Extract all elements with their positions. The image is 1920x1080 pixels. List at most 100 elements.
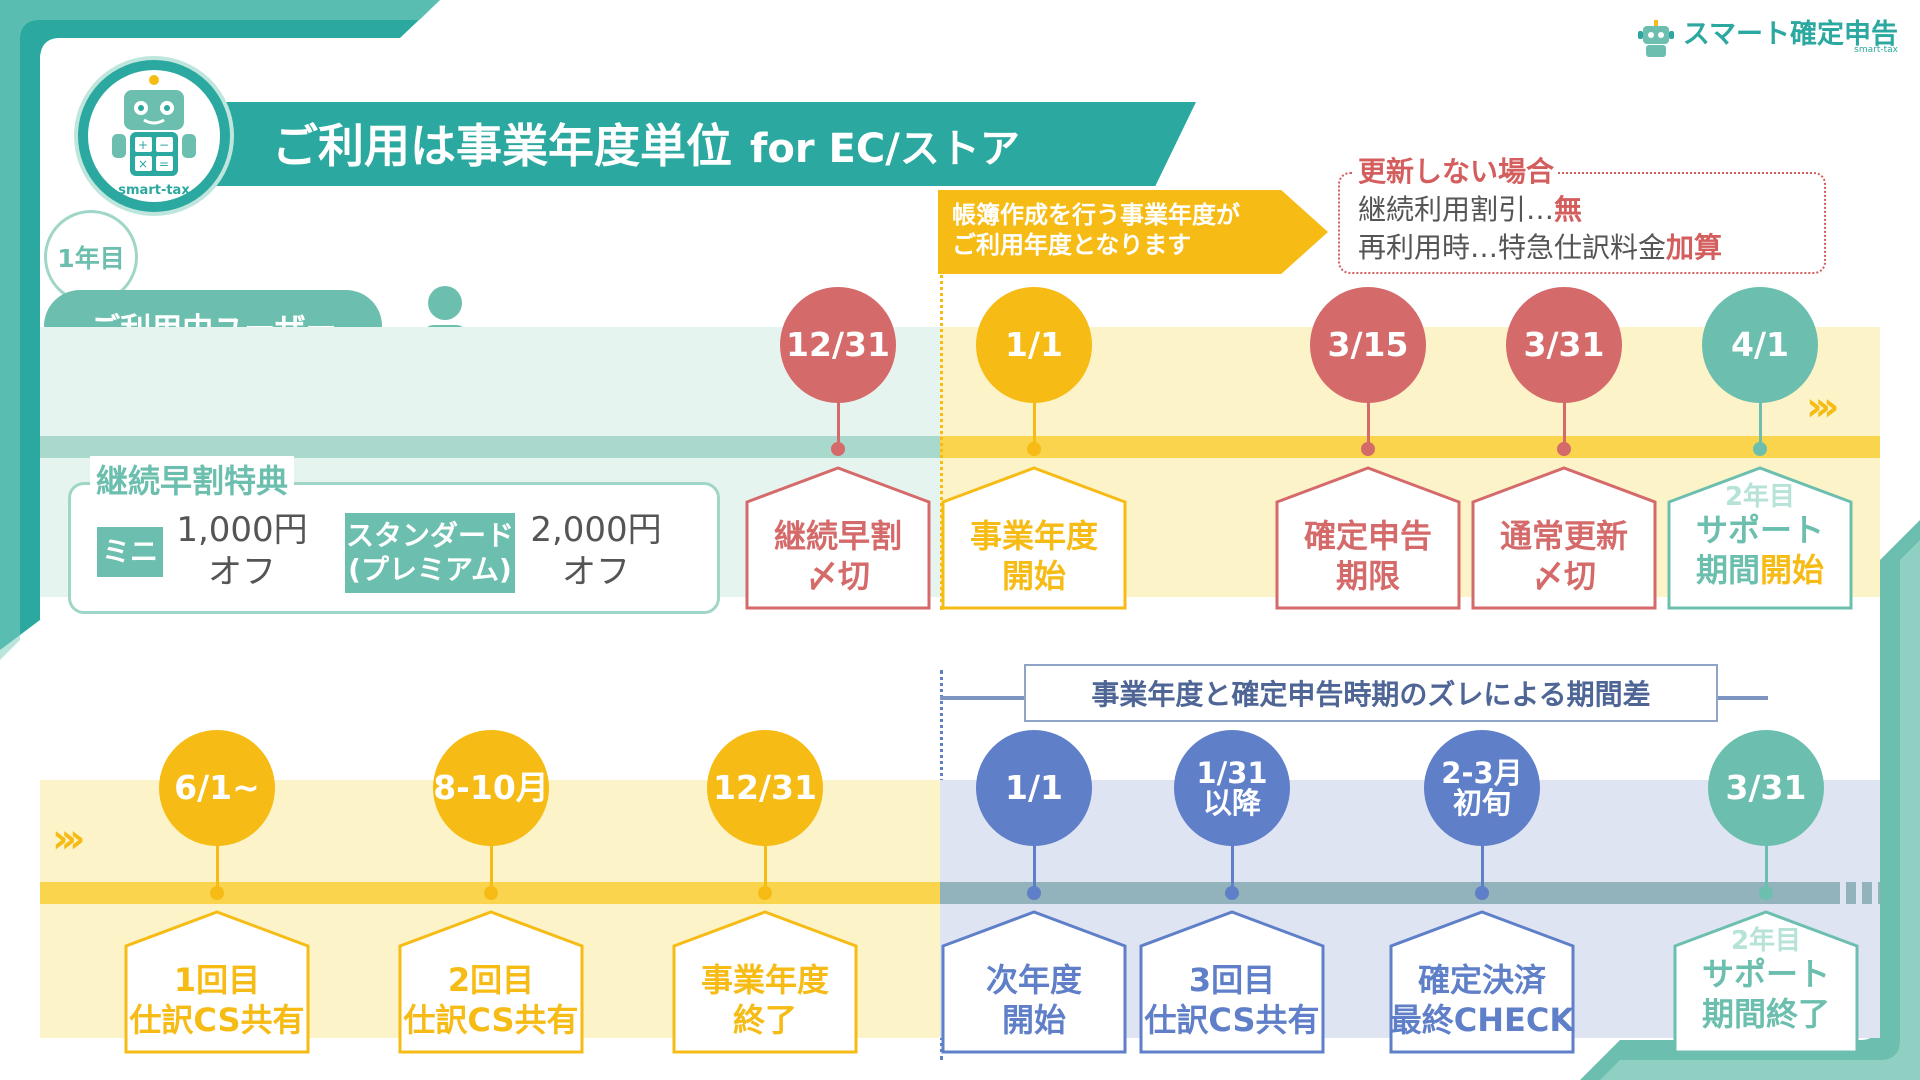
bottom-milestone-label-text: 1回目 仕訳CS共有 (129, 961, 305, 1039)
top-milestone-stem (837, 401, 840, 446)
bottom-milestone-date-circle: 12/31 (707, 730, 823, 846)
top-milestone-date-circle: 4/1 (1702, 287, 1818, 403)
title-main: ご利用は事業年度単位 (272, 119, 732, 173)
no-renewal-note-line1: 継続利用割引…無 (1358, 188, 1582, 228)
mascot-emblem: + − × = smart-tax (74, 56, 234, 216)
brand-logo: スマート確定申告 smart-tax (1637, 18, 1898, 58)
top-milestone-axis-dot (1361, 442, 1375, 456)
brand-sub: smart-tax (1854, 45, 1898, 55)
robot-mascot-icon: + − × = (88, 70, 220, 202)
svg-text:=: = (159, 157, 169, 171)
bottom-milestone-stem (764, 844, 767, 890)
divider-top (940, 190, 943, 610)
axis-bottom-blue (940, 882, 1830, 904)
bottom-milestone-axis-dot (758, 886, 772, 900)
top-milestone-label-card: 2年目 サポート 期間開始 (1667, 466, 1853, 610)
top-milestone-stem (1033, 401, 1036, 446)
bottom-milestone-stem (490, 844, 493, 890)
page-title: ご利用は事業年度単位 for EC/ストア (272, 108, 1020, 184)
top-milestone-label-text: サポート 期間開始 (1667, 510, 1853, 590)
top-milestone-axis-dot (1027, 442, 1041, 456)
bottom-milestone-label-card: 2年目 サポート 期間終了 (1673, 910, 1859, 1054)
no-renewal-note-line2: 再利用時…特急仕訳料金加算 (1358, 226, 1722, 266)
bottom-milestone-label-card: 3回目 仕訳CS共有 (1139, 910, 1325, 1054)
mascot-label: smart-tax (118, 183, 190, 198)
note-line1-value: 無 (1554, 193, 1583, 226)
top-milestone-date-circle: 12/31 (780, 287, 896, 403)
top-milestone-label-text: 事業年度 開始 (969, 517, 1098, 595)
plan-value-standard: 2,000円 オフ (530, 510, 662, 592)
bottom-milestone-label-text: 2回目 仕訳CS共有 (403, 961, 579, 1039)
top-milestone-label-card: 確定申告 期限 (1275, 466, 1461, 610)
bottom-milestone-label-text: 事業年度 終了 (700, 961, 829, 1039)
bottom-milestone-label-card: 2回目 仕訳CS共有 (398, 910, 584, 1054)
top-milestone-date-circle: 3/15 (1310, 287, 1426, 403)
arrow-chevrons-bottom-icon: ››› (52, 816, 86, 862)
year-badge: 1年目 (44, 210, 138, 304)
bottom-milestone-label-text: 3回目 仕訳CS共有 (1144, 961, 1320, 1039)
bottom-milestone-stem (1033, 844, 1036, 890)
top-milestone-stem (1367, 401, 1370, 446)
top-milestone-year-label: 2年目 (1724, 482, 1796, 512)
fiscal-year-callout: 帳簿作成を行う事業年度が ご利用年度となります (938, 190, 1328, 274)
bottom-milestone-label-card: 事業年度 終了 (672, 910, 858, 1054)
bottom-milestone-label-card: 確定決済 最終CHECK (1389, 910, 1575, 1054)
top-milestone-axis-dot (831, 442, 845, 456)
svg-text:+: + (138, 138, 148, 152)
bottom-milestone-stem (1481, 844, 1484, 890)
robot-logo-icon (1637, 20, 1674, 57)
bottom-milestone-label-text: サポート 期間終了 (1701, 955, 1830, 1033)
title-suffix: for EC/ストア (750, 126, 1020, 172)
bottom-milestone-label-text: 次年度 開始 (985, 961, 1082, 1039)
bottom-milestone-axis-dot (1475, 886, 1489, 900)
bottom-milestone-stem (1231, 844, 1234, 890)
early-renewal-perk-box: ミニ 1,000円 オフ スタンダード (プレミアム) 2,000円 オフ (68, 482, 720, 614)
axis-top-yellow (940, 436, 1880, 458)
top-milestone-date-circle: 1/1 (976, 287, 1092, 403)
bottom-milestone-axis-dot (484, 886, 498, 900)
top-milestone-label-highlight: 開始 (1760, 551, 1825, 589)
bottom-milestone-stem (216, 844, 219, 890)
title-banner (180, 102, 1196, 186)
top-milestone-stem (1563, 401, 1566, 446)
note-line2-value: 加算 (1666, 231, 1723, 264)
top-milestone-label-main: サポート 期間 (1695, 511, 1824, 589)
top-milestone-date-circle: 3/31 (1506, 287, 1622, 403)
bottom-milestone-axis-dot (1759, 886, 1773, 900)
bottom-milestone-stem (1765, 844, 1768, 890)
bottom-milestone-date-circle: 1/1 (976, 730, 1092, 846)
plan-tag-mini: ミニ (97, 527, 163, 577)
bottom-milestone-date-circle: 1/31 以降 (1174, 730, 1290, 846)
svg-text:×: × (138, 157, 148, 171)
bottom-milestone-date-circle: 6/1~ (159, 730, 275, 846)
bottom-milestone-axis-dot (1027, 886, 1041, 900)
bottom-milestone-year-label: 2年目 (1730, 926, 1802, 956)
plan-value-mini: 1,000円 オフ (176, 510, 308, 592)
top-milestone-label-card: 継続早割 〆切 (745, 466, 931, 610)
bottom-milestone-axis-dot (210, 886, 224, 900)
bottom-milestone-axis-dot (1225, 886, 1239, 900)
note-line1-prefix: 継続利用割引… (1358, 193, 1555, 226)
top-milestone-label-card: 通常更新 〆切 (1471, 466, 1657, 610)
bottom-milestone-date-circle: 3/31 (1708, 730, 1824, 846)
bottom-milestone-date-circle: 8-10月 (433, 730, 549, 846)
no-renewal-note-box (1338, 172, 1826, 274)
top-milestone-label-text: 確定申告 期限 (1303, 517, 1432, 595)
axis-top-mint (40, 436, 940, 458)
svg-text:−: − (159, 138, 169, 152)
bottom-milestone-label-card: 1回目 仕訳CS共有 (124, 910, 310, 1054)
early-renewal-perk-title: 継続早割特典 (90, 456, 295, 502)
arrow-chevrons-top-icon: ››› (1806, 384, 1840, 430)
axis-bottom-dashes (1830, 882, 1880, 904)
brand-name: スマート確定申告 (1682, 19, 1898, 50)
gap-label: 事業年度と確定申告時期のズレによる期間差 (1024, 664, 1718, 722)
top-milestone-stem (1759, 401, 1762, 446)
note-line2-prefix: 再利用時…特急仕訳料金 (1358, 231, 1667, 264)
plan-tag-standard: スタンダード (プレミアム) (345, 513, 515, 593)
no-renewal-note-title: 更新しない場合 (1354, 150, 1559, 190)
bottom-milestone-label-text: 確定決済 最終CHECK (1389, 961, 1575, 1039)
top-milestone-axis-dot (1753, 442, 1767, 456)
bottom-milestone-label-card: 次年度 開始 (941, 910, 1127, 1054)
top-milestone-label-text: 継続早割 〆切 (773, 517, 902, 595)
